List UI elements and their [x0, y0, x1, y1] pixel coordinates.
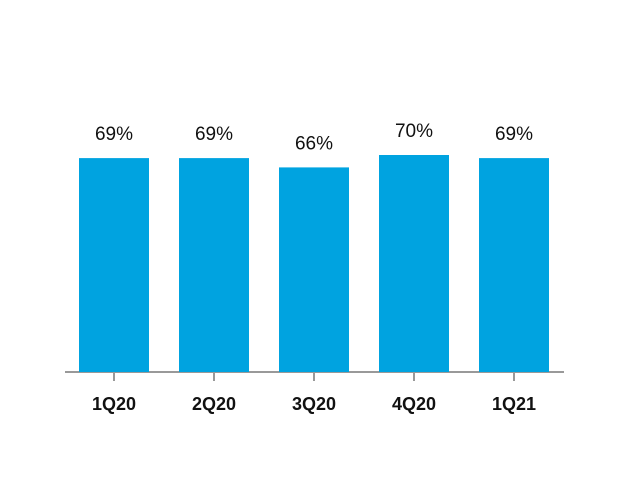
bar [179, 158, 249, 372]
x-tick-label: 2Q20 [192, 394, 236, 414]
value-label: 66% [295, 133, 333, 154]
x-tick-label: 1Q20 [92, 394, 136, 414]
value-label: 70% [395, 121, 433, 142]
x-tick-label: 1Q21 [492, 394, 536, 414]
bar [279, 167, 349, 372]
x-tick-label: 3Q20 [292, 394, 336, 414]
value-label: 69% [495, 124, 533, 145]
bar [79, 158, 149, 372]
bar [479, 158, 549, 372]
value-label: 69% [95, 124, 133, 145]
value-label: 69% [195, 124, 233, 145]
bar [379, 155, 449, 372]
x-tick-label: 4Q20 [392, 394, 436, 414]
